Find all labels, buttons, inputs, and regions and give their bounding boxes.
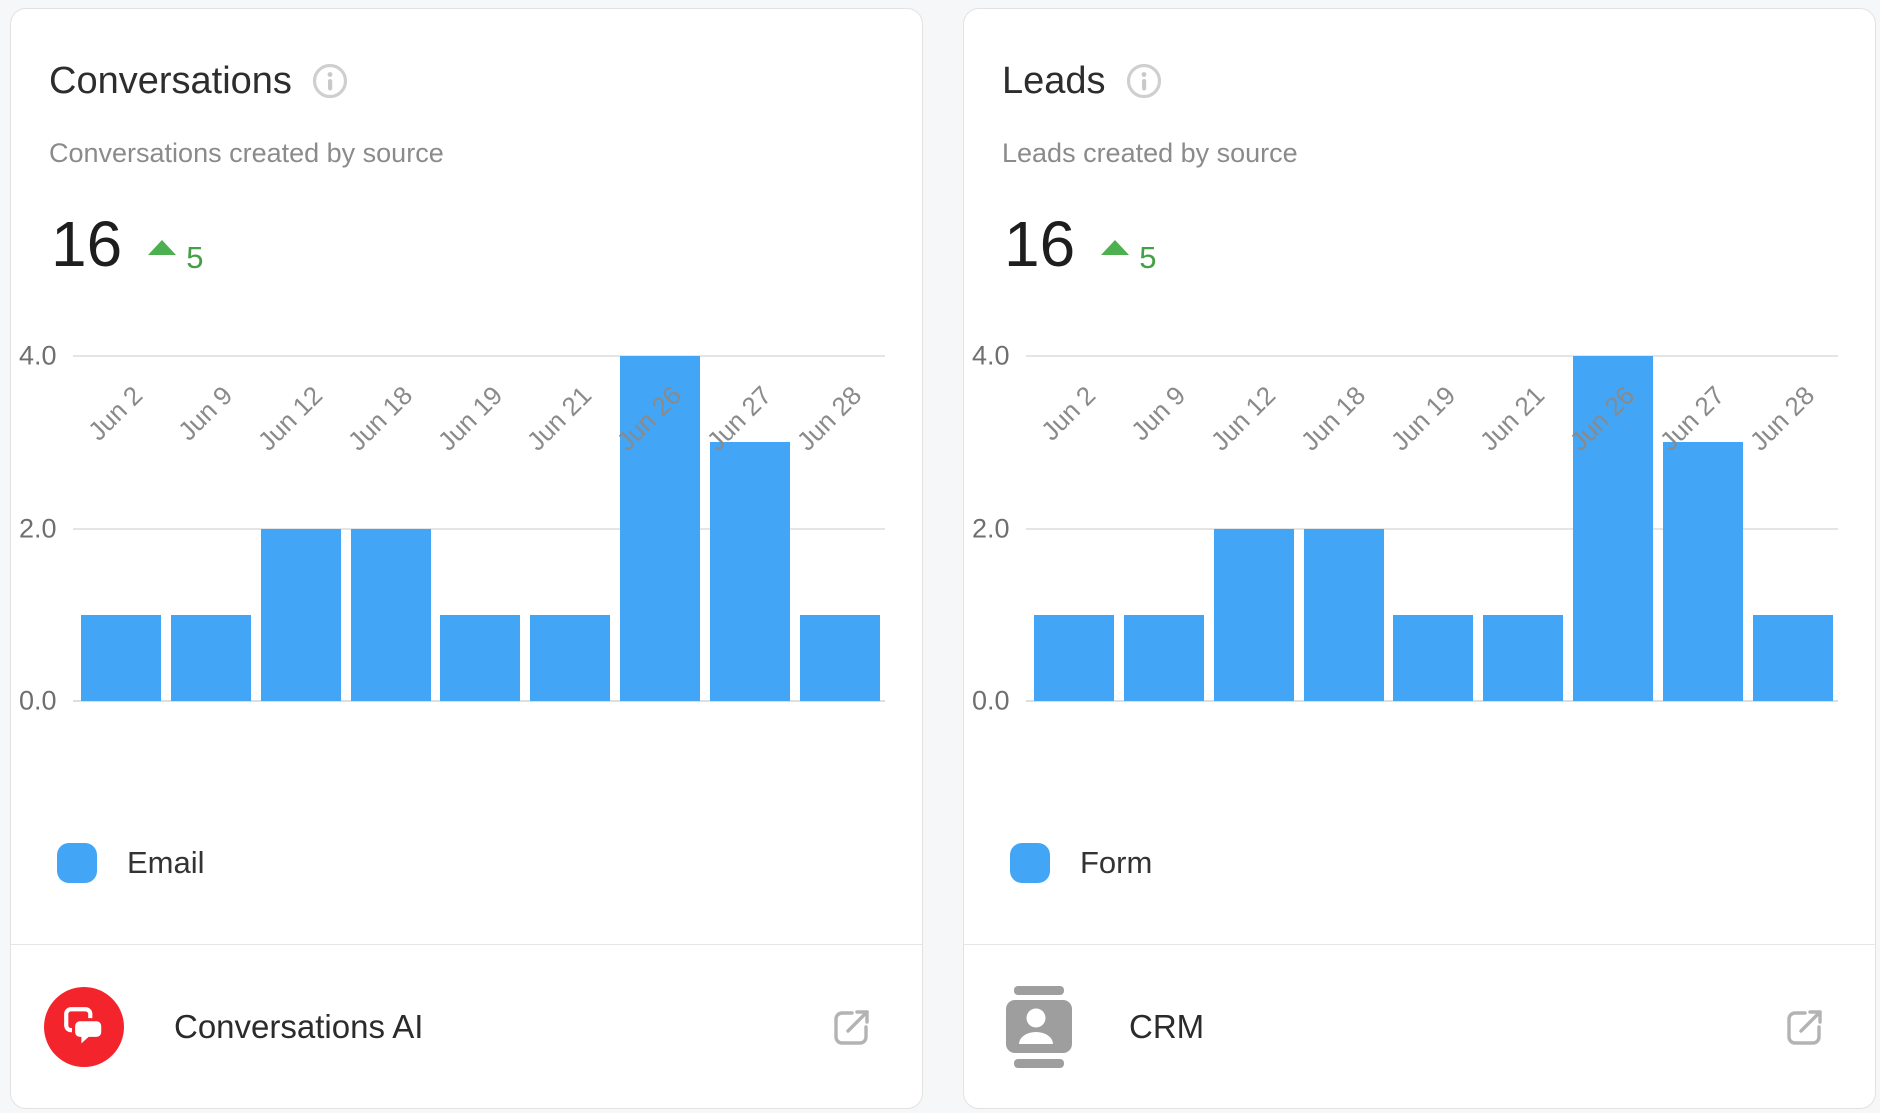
bar[interactable] — [1123, 614, 1204, 701]
conversations-chat-icon — [44, 986, 124, 1067]
metric-delta: 5 — [186, 240, 204, 275]
card-subtitle: Conversations created by source — [49, 138, 444, 168]
legend-label: Email — [127, 845, 205, 880]
footer-app-label: Conversations AI — [174, 1007, 424, 1045]
legend-swatch — [1010, 843, 1050, 883]
bar[interactable] — [1483, 614, 1564, 701]
bar[interactable] — [350, 528, 431, 701]
card-title: Leads — [1002, 60, 1106, 102]
bar[interactable] — [1753, 614, 1834, 701]
metric-delta: 5 — [1139, 240, 1157, 275]
x-axis: Jun 2 Jun 9 Jun 12 Jun 18 Jun 19 Jun 21 Jun 26… — [76, 356, 885, 496]
metric: 16 5 — [1004, 212, 1156, 276]
card-title: Conversations — [49, 60, 292, 102]
bars — [76, 356, 885, 701]
conversations-card: Conversations Conversations created by s… — [10, 8, 923, 1109]
card-header: Leads — [1002, 59, 1162, 103]
x-axis: Jun 2 Jun 9 Jun 12 Jun 18 Jun 19 Jun 21 Jun 26… — [1029, 356, 1838, 496]
metric-value: 16 — [1004, 208, 1076, 280]
bar[interactable] — [1573, 356, 1654, 701]
arrow-up-icon — [1101, 240, 1130, 255]
card-subtitle: Leads created by source — [1002, 138, 1298, 168]
gridline — [73, 355, 885, 357]
info-icon[interactable] — [312, 63, 348, 99]
bar[interactable] — [1033, 614, 1114, 701]
bar-chart: 0.0 2.0 4.0 — [964, 342, 1875, 714]
y-axis-label: 2.0 — [19, 513, 57, 543]
gridline — [1026, 355, 1838, 357]
card-footer: Conversations AI — [11, 944, 922, 1108]
gridline — [73, 527, 885, 530]
arrow-up-icon — [148, 240, 177, 255]
legend-item[interactable]: Email — [57, 843, 205, 883]
y-axis-label: 0.0 — [972, 685, 1010, 716]
gridline — [1026, 700, 1838, 702]
bar[interactable] — [710, 442, 791, 701]
gridline — [1026, 527, 1838, 530]
bar[interactable] — [1393, 614, 1474, 701]
info-icon[interactable] — [1126, 63, 1162, 99]
external-link-icon[interactable] — [1783, 1005, 1827, 1049]
y-axis-label: 4.0 — [19, 340, 57, 371]
external-link-icon[interactable] — [830, 1005, 874, 1049]
bar[interactable] — [260, 528, 341, 701]
legend-item[interactable]: Form — [1010, 843, 1152, 883]
bar[interactable] — [800, 614, 881, 701]
crm-contact-icon — [997, 985, 1081, 1069]
y-axis-label: 0.0 — [19, 685, 57, 716]
bars — [1029, 356, 1838, 701]
gridline — [73, 700, 885, 702]
bar[interactable] — [170, 614, 251, 701]
metric: 16 5 — [51, 212, 203, 276]
bar[interactable] — [1213, 528, 1294, 701]
leads-card: Leads Leads created by source 16 5 0.0 2.… — [963, 8, 1876, 1109]
bar[interactable] — [80, 614, 161, 701]
bar[interactable] — [620, 356, 701, 701]
bar[interactable] — [530, 614, 611, 701]
footer-app-label: CRM — [1129, 1007, 1205, 1045]
bar[interactable] — [1303, 528, 1384, 701]
bar[interactable] — [440, 614, 521, 701]
bar[interactable] — [1663, 442, 1744, 701]
card-header: Conversations — [49, 59, 348, 103]
legend-swatch — [57, 843, 97, 883]
bar-chart: 0.0 2.0 4.0 — [11, 342, 922, 714]
legend-label: Form — [1080, 845, 1153, 880]
metric-value: 16 — [51, 208, 123, 280]
y-axis-label: 2.0 — [972, 513, 1010, 543]
card-footer: CRM — [964, 944, 1875, 1108]
y-axis-label: 4.0 — [972, 340, 1010, 371]
